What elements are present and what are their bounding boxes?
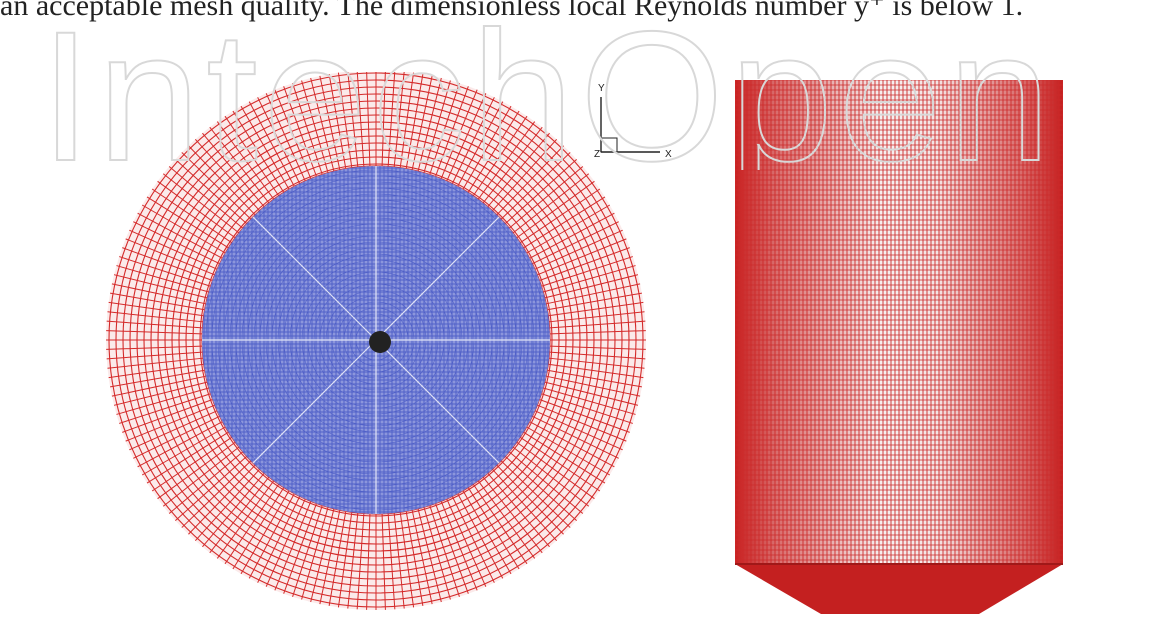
intechopen-watermark: IntechOpen	[39, 0, 1057, 170]
mesh-side-view-figure	[735, 80, 1075, 614]
axis-y-label: Y	[598, 83, 605, 94]
cone-bottom	[735, 564, 1063, 614]
mesh-top-view-figure: Y X Z	[83, 70, 685, 614]
axis-triad: Y X Z	[594, 83, 672, 160]
core-mesh	[369, 331, 391, 353]
watermark-text: IntechOpen	[40, 0, 1057, 170]
axis-z-label: Z	[594, 149, 600, 160]
body-text-line: an acceptable mesh quality. The dimensio…	[0, 0, 1024, 22]
axis-x-label: X	[665, 149, 672, 160]
cylinder-mesh-grid	[735, 80, 1063, 564]
